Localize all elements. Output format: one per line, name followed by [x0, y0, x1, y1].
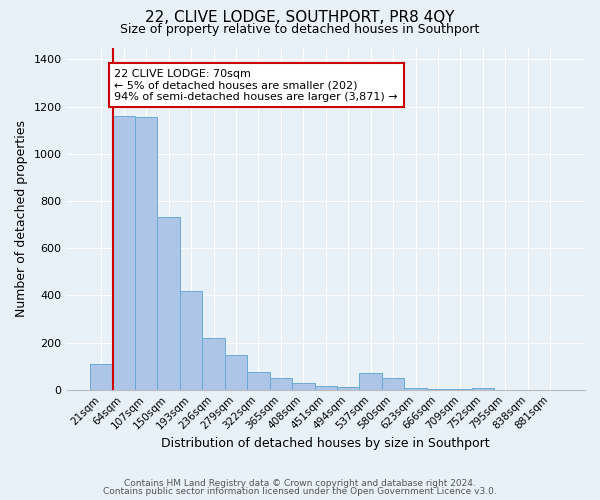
Bar	[472, 388, 494, 390]
Text: 22 CLIVE LODGE: 70sqm
← 5% of detached houses are smaller (202)
94% of semi-deta: 22 CLIVE LODGE: 70sqm ← 5% of detached h…	[115, 68, 398, 102]
Bar	[359, 373, 382, 390]
Bar	[202, 338, 225, 390]
Text: Contains public sector information licensed under the Open Government Licence v3: Contains public sector information licen…	[103, 487, 497, 496]
Bar	[449, 388, 472, 390]
Text: Size of property relative to detached houses in Southport: Size of property relative to detached ho…	[121, 22, 479, 36]
Text: Contains HM Land Registry data © Crown copyright and database right 2024.: Contains HM Land Registry data © Crown c…	[124, 478, 476, 488]
Bar	[382, 378, 404, 390]
Bar	[90, 364, 113, 390]
Bar	[292, 382, 314, 390]
Bar	[113, 116, 135, 390]
Bar	[314, 386, 337, 390]
Bar	[427, 388, 449, 390]
Bar	[247, 372, 269, 390]
Bar	[269, 378, 292, 390]
X-axis label: Distribution of detached houses by size in Southport: Distribution of detached houses by size …	[161, 437, 490, 450]
Bar	[225, 355, 247, 390]
Bar	[404, 388, 427, 390]
Bar	[337, 388, 359, 390]
Bar	[157, 218, 180, 390]
Text: 22, CLIVE LODGE, SOUTHPORT, PR8 4QY: 22, CLIVE LODGE, SOUTHPORT, PR8 4QY	[145, 10, 455, 25]
Bar	[135, 117, 157, 390]
Y-axis label: Number of detached properties: Number of detached properties	[15, 120, 28, 317]
Bar	[180, 290, 202, 390]
